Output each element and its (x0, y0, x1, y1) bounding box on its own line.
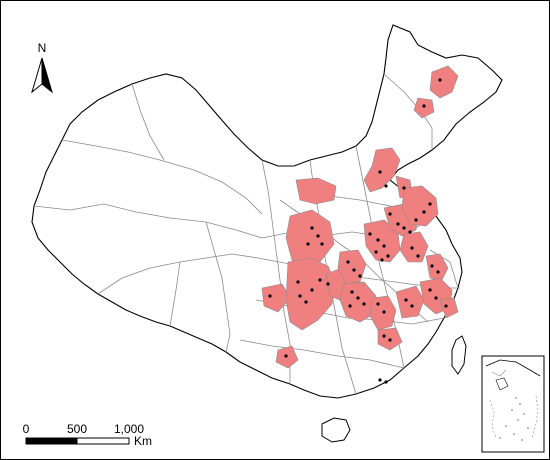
scale-unit: Km (134, 434, 152, 448)
scale-tick-500: 500 (67, 422, 87, 436)
scale-bar: 0 500 1,000 Km (23, 422, 152, 448)
island-south (321, 417, 351, 443)
inset-map (481, 355, 545, 453)
scale-segment-1 (25, 437, 78, 445)
north-label: N (38, 41, 47, 55)
scale-tick-1000: 1,000 (114, 422, 144, 436)
highlighted-regions (261, 65, 459, 369)
scale-segment-2 (76, 437, 130, 445)
north-arrow: N (31, 41, 53, 94)
scale-tick-0: 0 (23, 422, 30, 436)
sample-points (268, 78, 448, 384)
island-east (451, 335, 467, 375)
